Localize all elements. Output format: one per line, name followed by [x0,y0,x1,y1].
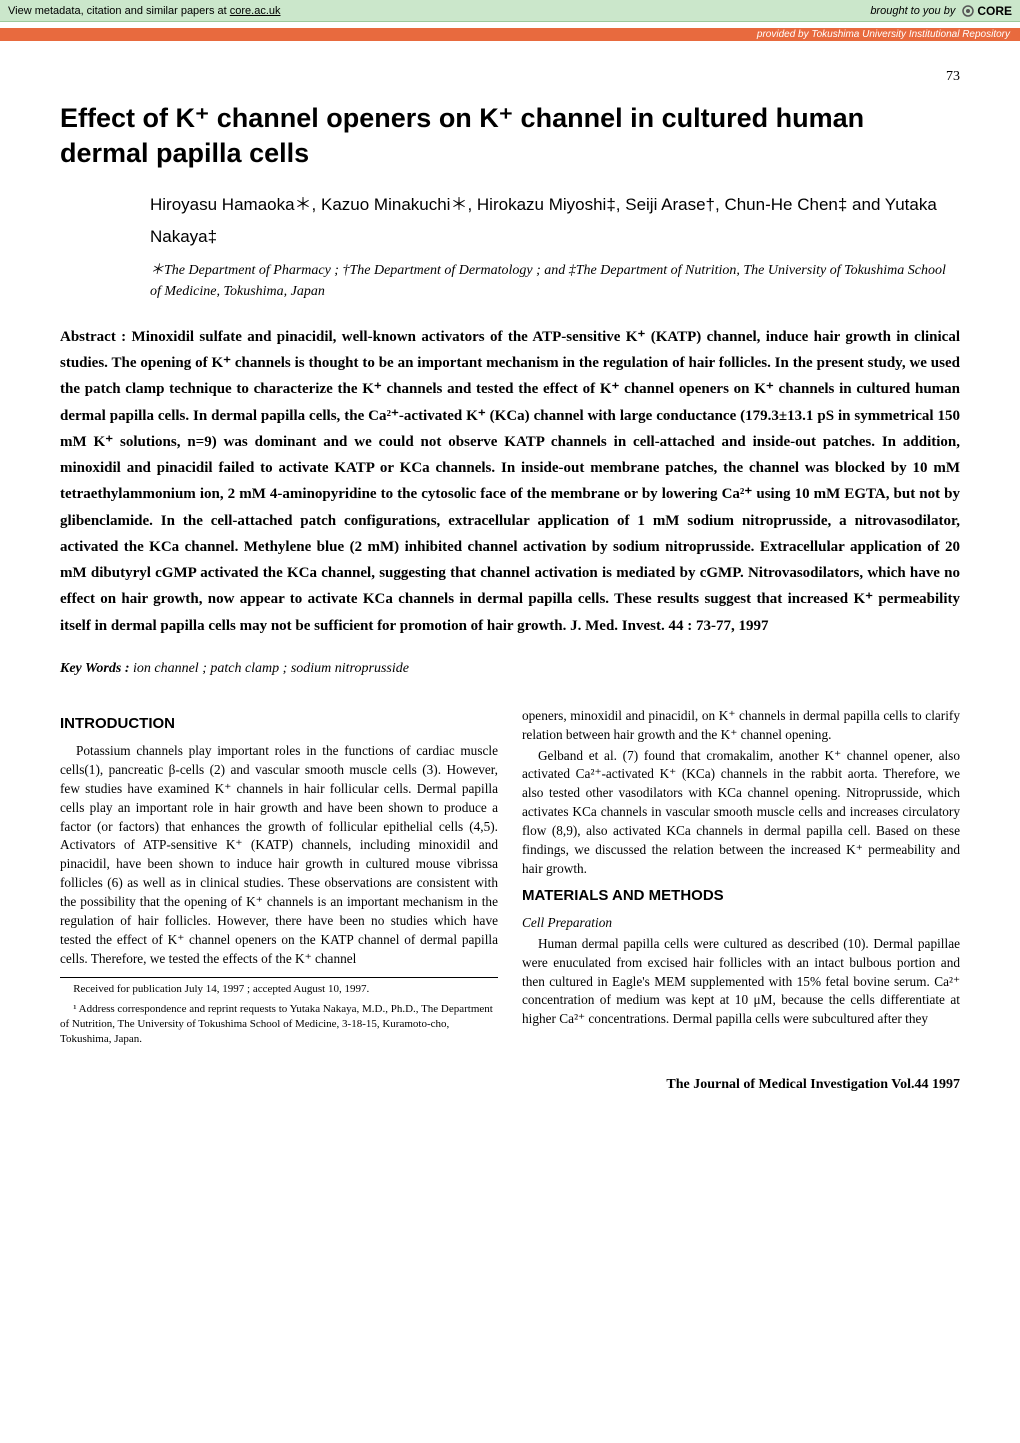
cell-preparation-paragraph: Human dermal papilla cells were cultured… [522,935,960,1029]
core-logo[interactable]: CORE [959,4,1012,18]
received-date: Received for publication July 14, 1997 ;… [60,982,498,997]
keywords-text: ion channel ; patch clamp ; sodium nitro… [129,661,408,676]
col2-paragraph-1: openers, minoxidil and pinacidil, on K⁺ … [522,707,960,745]
cell-preparation-subheading: Cell Preparation [522,914,960,933]
col2-paragraph-2: Gelband et al. (7) found that cromakalim… [522,747,960,879]
intro-paragraph-1: Potassium channels play important roles … [60,742,498,969]
core-left: View metadata, citation and similar pape… [8,5,870,17]
provided-by-bar: provided by Tokushima University Institu… [0,28,1020,41]
core-logo-icon [961,4,975,18]
body-columns: INTRODUCTION Potassium channels play imp… [60,707,960,1049]
introduction-heading: INTRODUCTION [60,713,498,734]
core-right: brought to you by CORE [870,4,1012,18]
core-link[interactable]: core.ac.uk [230,5,281,17]
abstract: Abstract : Minoxidil sulfate and pinacid… [60,324,960,639]
authors-block: Hiroyasu Hamaoka＊, Kazuo Minakuchi＊, Hir… [60,189,960,302]
journal-footer: The Journal of Medical Investigation Vol… [60,1077,960,1093]
affiliations: ＊The Department of Pharmacy ; †The Depar… [150,260,960,302]
column-right: openers, minoxidil and pinacidil, on K⁺ … [522,707,960,1049]
brought-to-you-text: brought to you by [870,5,955,17]
authors-list: Hiroyasu Hamaoka＊, Kazuo Minakuchi＊, Hir… [150,189,960,254]
core-metadata-bar: View metadata, citation and similar pape… [0,0,1020,22]
keywords-line: Key Words : ion channel ; patch clamp ; … [60,661,960,677]
core-prefix-text: View metadata, citation and similar pape… [8,5,230,17]
page-number: 73 [60,69,960,85]
materials-methods-heading: MATERIALS AND METHODS [522,885,960,906]
column-left: INTRODUCTION Potassium channels play imp… [60,707,498,1049]
core-logo-text: CORE [977,4,1012,18]
keywords-label: Key Words : [60,661,129,676]
correspondence: ¹ Address correspondence and reprint req… [60,1002,498,1047]
article-title: Effect of K⁺ channel openers on K⁺ chann… [60,101,960,171]
footnote-rule [60,977,498,978]
page-content: 73 Effect of K⁺ channel openers on K⁺ ch… [0,41,1020,1123]
